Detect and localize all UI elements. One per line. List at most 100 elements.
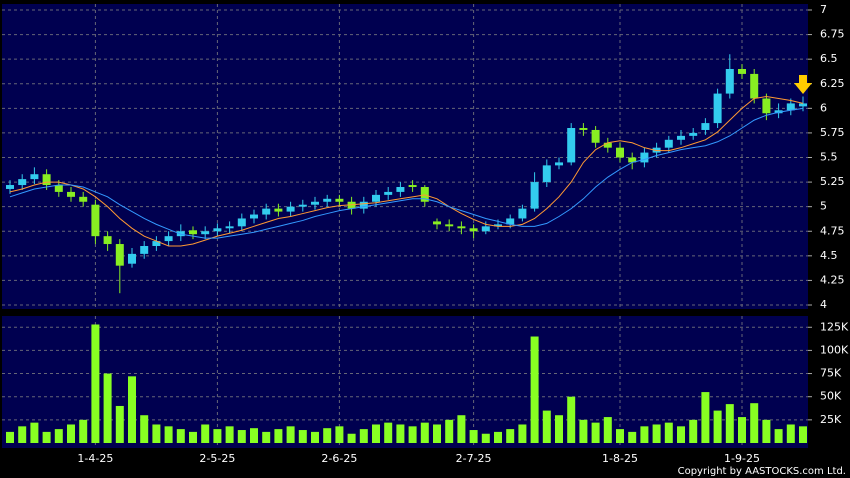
candle-body [408,185,417,187]
volume-bar [189,431,197,443]
candle-body [164,236,173,242]
y-tick-label: 6.5 [820,52,838,65]
candle-body [530,182,539,209]
x-tick-label: 1-9-25 [724,452,760,465]
candle-body [664,139,673,148]
candle-body [750,73,759,99]
candle-body [725,69,734,94]
candle-body [433,221,441,225]
candle-body [359,201,368,209]
candle-body [262,208,271,215]
volume-bar [286,426,295,443]
volume-bar [396,424,405,443]
candle-body [274,208,283,212]
y-tick-label: 5 [820,200,827,213]
candle-body [518,208,527,219]
candle-body [335,198,344,202]
candle-body [384,191,393,195]
candle-body [18,179,27,186]
candle-body [225,226,234,229]
volume-bar [555,415,563,443]
candle-body [396,187,405,192]
candle-body [103,236,112,245]
volume-bar [628,431,637,443]
volume-bar [494,431,502,443]
volume-bar [445,419,454,443]
volume-bar [469,430,478,443]
volume-bar [140,415,149,443]
volume-bar [518,424,527,443]
volume-bar [591,422,600,443]
candle-body [762,98,771,114]
volume-panel [2,316,808,448]
volume-bar [725,404,734,443]
candle-body [152,241,161,246]
volume-bar [640,426,649,443]
y-tick-label: 125K [820,320,849,333]
candle-body [579,128,588,130]
volume-bar [237,430,246,443]
y-tick-label: 5.25 [820,175,845,188]
candle-body [115,244,124,266]
y-tick-label: 50K [820,390,842,403]
volume-bar [786,424,795,443]
y-tick-label: 100K [820,343,849,356]
y-tick-label: 4 [820,298,827,311]
candle-body [677,135,685,140]
candle-body [250,214,258,219]
y-tick-label: 6.25 [820,77,845,90]
volume-bar [603,417,612,443]
volume-bar [176,429,185,443]
volume-bar [457,415,466,443]
candle-body [286,206,295,212]
volume-bar [420,422,429,443]
volume-bar [298,430,307,443]
volume-bar [359,429,368,443]
candle-body [640,152,649,163]
volume-bar [115,405,124,443]
volume-bar [542,410,551,443]
y-tick-label: 6.75 [820,28,845,41]
candle-body [237,218,246,227]
y-tick-label: 5.5 [820,151,838,164]
x-tick-label: 2-5-25 [199,452,235,465]
y-tick-label: 4.25 [820,273,845,286]
volume-bar [738,417,746,443]
candle-body [79,196,88,202]
candle-body [616,147,624,158]
x-tick-label: 1-8-25 [602,452,638,465]
volume-bar [164,426,173,443]
candle-body [323,198,332,202]
price-panel [2,4,808,309]
volume-bar [213,429,222,443]
volume-bar [664,422,673,443]
volume-bar [67,424,75,443]
arrow-marker [794,75,812,94]
candle-body [457,226,466,229]
volume-bar [579,419,588,443]
candle-body [567,128,576,163]
candle-body [689,132,698,136]
y-tick-label: 5.75 [820,126,845,139]
candle-body [481,226,490,232]
volume-bar [774,429,783,443]
volume-bar [408,426,417,443]
candle-body [67,191,75,197]
volume-bar [750,403,759,443]
volume-bar [567,396,576,443]
candle-body [189,230,197,235]
candle-body [311,201,319,205]
volume-bar [91,324,100,443]
volume-bar [347,433,356,443]
candle-body [603,142,612,148]
candle-body [372,194,380,202]
x-tick-label: 1-4-25 [77,452,113,465]
volume-bar [103,373,112,443]
moving-average-line [9,107,804,239]
volume-bar [54,429,63,443]
candle-body [713,93,722,124]
volume-bar [652,424,661,443]
volume-bar [384,422,393,443]
volume-bar [762,419,771,443]
